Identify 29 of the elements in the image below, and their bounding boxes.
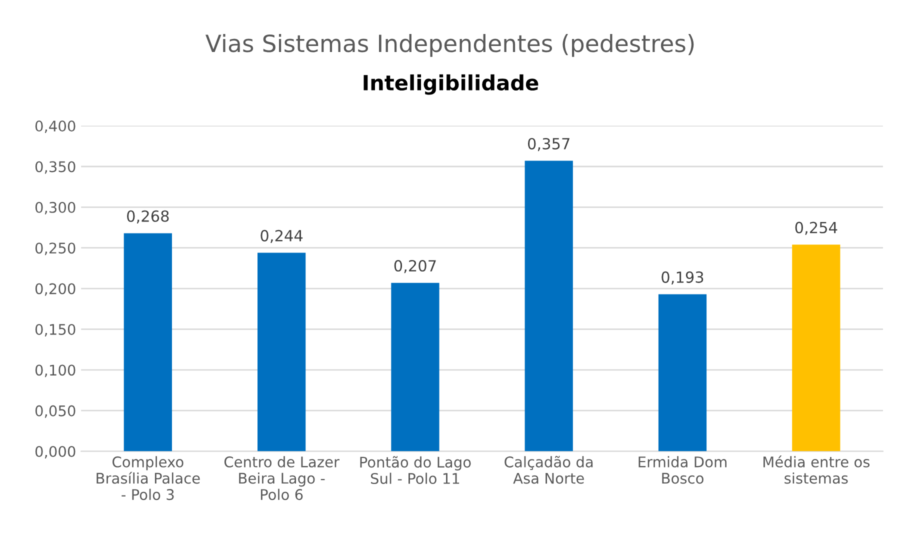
bar (658, 294, 707, 452)
data-label: 0,254 (795, 222, 838, 235)
data-label: 0,268 (127, 210, 169, 224)
x-tick-label: Pontão do Lago Sul - Polo 11 (360, 456, 471, 484)
x-tick-label: Calçadão da Asa Norte (504, 456, 593, 484)
data-label: 0,193 (662, 271, 704, 285)
y-tick-label: 0,300 (35, 202, 76, 214)
y-tick-label: 0,000 (35, 446, 76, 459)
x-tick-label: Média entre os sistemas (764, 456, 870, 484)
y-tick-label: 0,200 (35, 283, 76, 296)
chart-title: Vias Sistemas Independentes (pedestres) (206, 34, 694, 57)
x-tick-label: Ermida Dom Bosco (638, 456, 726, 484)
bar (524, 160, 573, 452)
bar (124, 233, 172, 452)
y-tick-label: 0,150 (35, 324, 76, 336)
bar (258, 252, 306, 452)
bar (391, 282, 440, 452)
data-label: 0,207 (394, 260, 436, 274)
y-tick-label: 0,250 (35, 242, 76, 256)
y-tick-label: 0,350 (35, 161, 76, 174)
y-tick-label: 0,100 (35, 364, 76, 378)
y-tick-label: 0,400 (35, 120, 76, 134)
y-tick-label: 0,050 (35, 405, 76, 418)
data-label: 0,357 (528, 138, 570, 152)
chart-subtitle: Inteligibilidade (364, 74, 538, 95)
x-tick-label: Complexo Brasília Palace - Polo 3 (96, 456, 200, 500)
data-label: 0,244 (260, 230, 303, 244)
x-tick-label: Centro de Lazer Beira Lago - Polo 6 (224, 456, 340, 500)
bar (792, 244, 840, 452)
